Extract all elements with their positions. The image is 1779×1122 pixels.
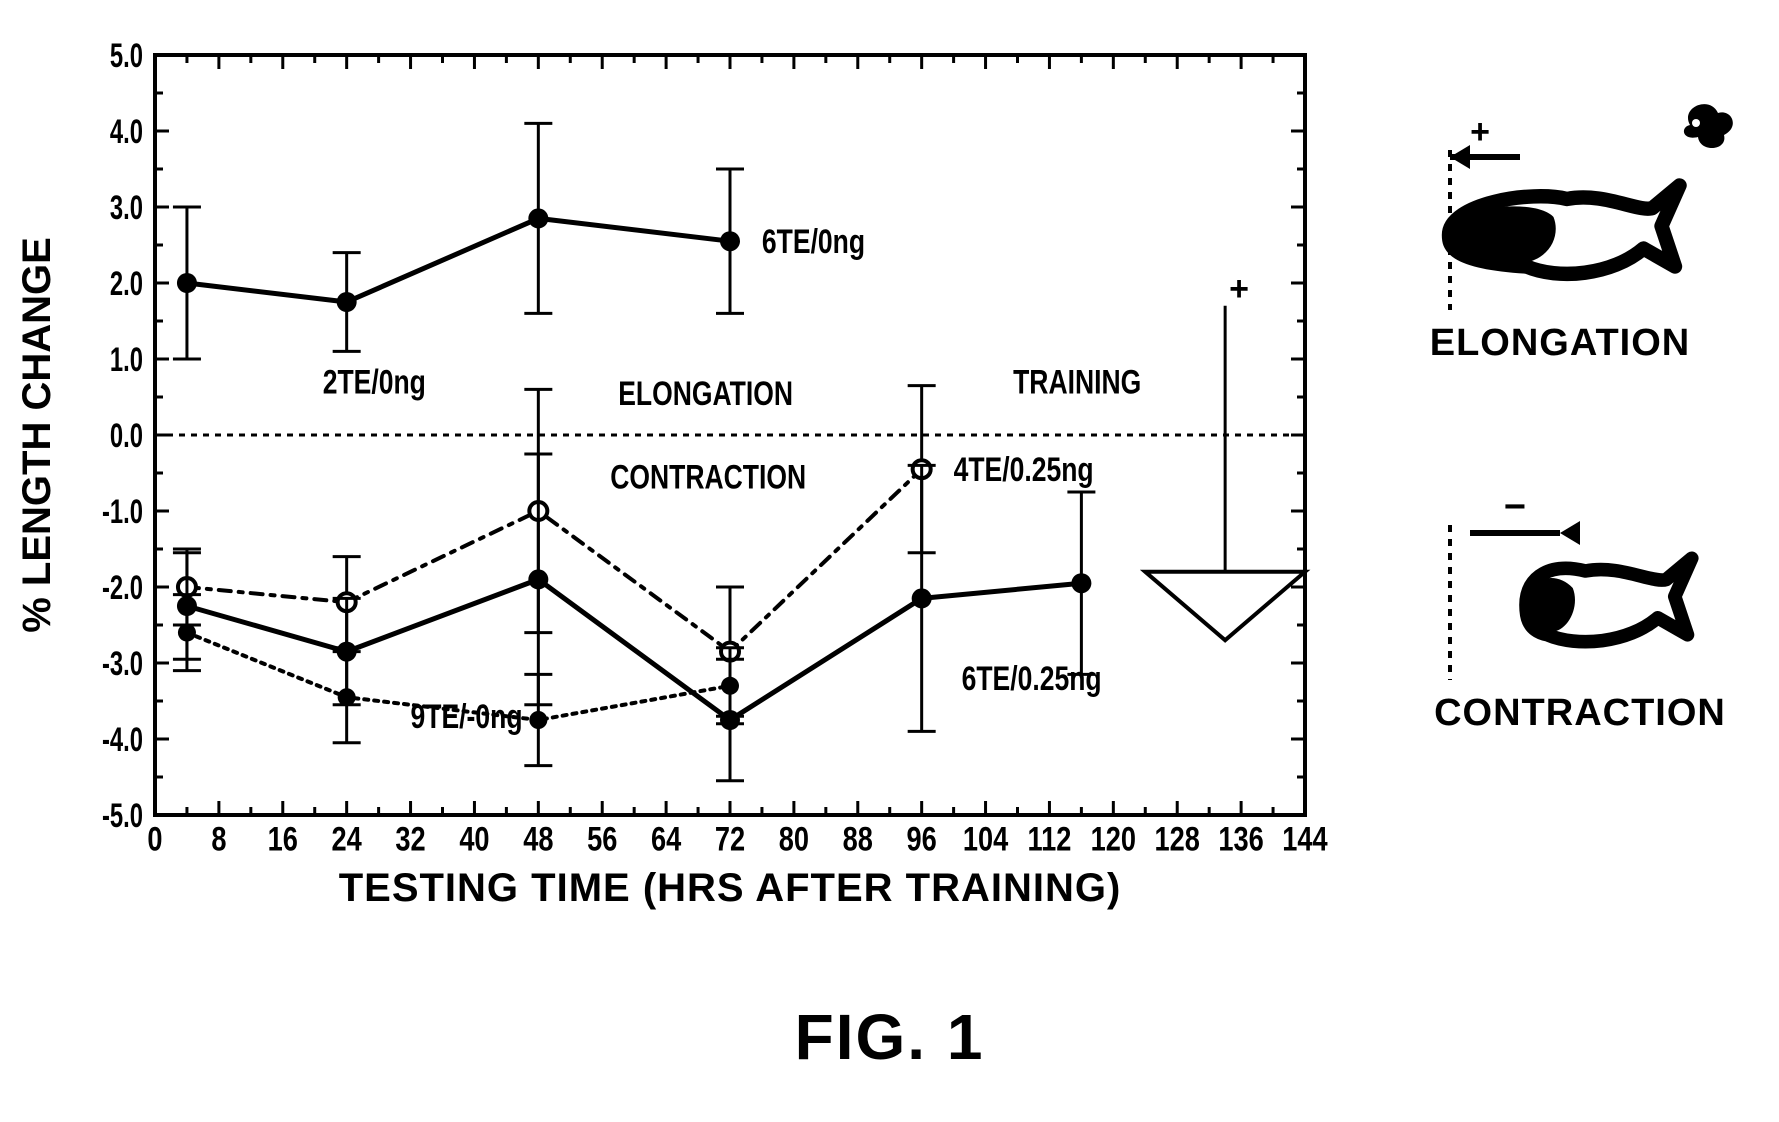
svg-text:-3.0: -3.0 — [102, 645, 143, 683]
svg-text:+: + — [1470, 113, 1490, 151]
svg-text:CONTRACTION: CONTRACTION — [1434, 692, 1726, 734]
svg-text:+: + — [1229, 270, 1249, 308]
svg-text:24: 24 — [332, 820, 362, 859]
svg-text:136: 136 — [1218, 820, 1263, 859]
svg-text:80: 80 — [779, 820, 809, 859]
svg-text:9TE/-0ng: 9TE/-0ng — [411, 698, 523, 736]
svg-text:TESTING TIME (HRS AFTER TRAINI: TESTING TIME (HRS AFTER TRAINING) — [339, 866, 1122, 910]
svg-text:0: 0 — [147, 820, 162, 859]
svg-text:48: 48 — [523, 820, 553, 859]
svg-text:6TE/0.25ng: 6TE/0.25ng — [962, 660, 1102, 698]
length-change-chart: -5.0 -4.0 -3.0 -2.0 -1.0 0.0 1.0 2.0 3.0 4.0 5.0 0 8… — [0, 0, 1330, 980]
svg-text:ELONGATION: ELONGATION — [618, 375, 793, 413]
svg-text:6TE/0ng: 6TE/0ng — [762, 223, 865, 261]
svg-text:0.0: 0.0 — [110, 417, 143, 455]
svg-text:-4.0: -4.0 — [102, 721, 143, 759]
svg-text:5.0: 5.0 — [110, 37, 143, 75]
svg-text:128: 128 — [1155, 820, 1200, 859]
svg-text:-5.0: -5.0 — [102, 797, 143, 835]
svg-text:96: 96 — [907, 820, 937, 859]
svg-text:ELONGATION: ELONGATION — [1430, 322, 1691, 364]
svg-text:64: 64 — [651, 820, 681, 859]
svg-text:56: 56 — [587, 820, 617, 859]
svg-text:2.0: 2.0 — [110, 265, 143, 303]
side-diagram: + ELONGATION − CONTRACTION — [1330, 55, 1760, 815]
svg-text:120: 120 — [1091, 820, 1136, 859]
svg-text:TRAINING: TRAINING — [1013, 364, 1141, 402]
svg-text:144: 144 — [1282, 820, 1327, 859]
svg-text:88: 88 — [843, 820, 873, 859]
svg-text:72: 72 — [715, 820, 745, 859]
svg-text:-2.0: -2.0 — [102, 569, 143, 607]
svg-text:40: 40 — [459, 820, 489, 859]
svg-text:CONTRACTION: CONTRACTION — [610, 459, 806, 497]
svg-text:−: − — [1504, 486, 1526, 528]
figure-caption: FIG. 1 — [0, 1000, 1779, 1074]
svg-text:32: 32 — [395, 820, 425, 859]
svg-text:4TE/0.25ng: 4TE/0.25ng — [954, 451, 1094, 489]
svg-text:104: 104 — [963, 820, 1008, 859]
svg-text:1.0: 1.0 — [110, 341, 143, 379]
svg-text:3.0: 3.0 — [110, 189, 143, 227]
svg-text:16: 16 — [268, 820, 298, 859]
svg-text:112: 112 — [1028, 820, 1072, 859]
svg-text:-1.0: -1.0 — [102, 493, 143, 531]
svg-text:% LENGTH CHANGE: % LENGTH CHANGE — [15, 237, 59, 633]
svg-text:8: 8 — [211, 820, 226, 859]
figure-container: + ELONGATION − CONTRACTION -5.0 -4.0 -3.0 -2.0… — [0, 0, 1779, 1122]
svg-text:2TE/0ng: 2TE/0ng — [323, 364, 426, 402]
svg-text:4.0: 4.0 — [110, 113, 143, 151]
